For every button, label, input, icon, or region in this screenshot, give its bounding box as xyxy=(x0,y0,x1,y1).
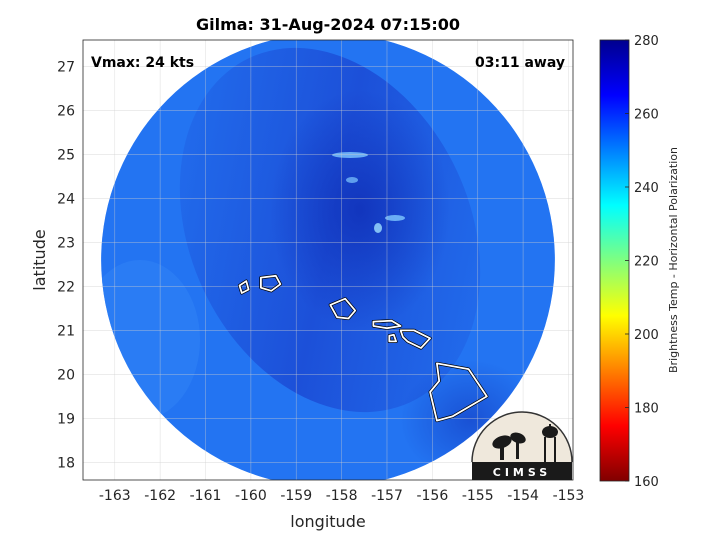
colorbar-tick-label: 220 xyxy=(634,255,659,270)
coastlines xyxy=(237,274,489,423)
cimss-logo: CIMSS xyxy=(471,411,573,480)
island-outline xyxy=(259,274,282,292)
x-tick-label: -159 xyxy=(280,488,312,504)
cloud-streak xyxy=(332,152,368,158)
island-outline xyxy=(329,297,357,320)
chart-title: Gilma: 31-Aug-2024 07:15:00 xyxy=(196,15,460,34)
island-outline xyxy=(399,329,432,349)
cloud-streak xyxy=(385,215,405,221)
island-outline xyxy=(238,280,250,294)
y-tick-label: 18 xyxy=(57,455,75,471)
colorbar-tick-label: 160 xyxy=(634,475,659,490)
time-away-label: 03:11 away xyxy=(475,55,565,71)
y-tick-label: 19 xyxy=(57,411,75,427)
cloud-streak xyxy=(346,177,358,183)
cold-core xyxy=(270,90,450,330)
x-tick-label: -158 xyxy=(326,488,358,504)
water-tower-icon xyxy=(542,424,558,462)
cloud-streak xyxy=(374,223,382,233)
y-tick-label: 27 xyxy=(57,59,75,75)
x-tick-label: -156 xyxy=(416,488,448,504)
colorbar-tick-label: 240 xyxy=(634,181,659,196)
colorbar-tick-label: 200 xyxy=(634,328,659,343)
x-axis-label: longitude xyxy=(290,512,365,531)
x-tick-labels: -163 -162 -161 -160 -159 -158 -157 -156 -155 -154… xyxy=(99,488,584,504)
island-outline xyxy=(388,333,398,343)
colorbar xyxy=(599,39,630,482)
y-tick-label: 21 xyxy=(57,323,75,339)
y-tick-label: 22 xyxy=(57,279,75,295)
island-outline xyxy=(429,362,488,422)
logo-banner xyxy=(472,462,572,480)
x-tick-label: -157 xyxy=(371,488,403,504)
y-tick-label: 25 xyxy=(57,147,75,163)
y-tick-label: 26 xyxy=(57,103,75,119)
x-tick-label: -160 xyxy=(235,488,267,504)
x-tick-label: -154 xyxy=(507,488,539,504)
logo-text: CIMSS xyxy=(493,466,551,479)
y-tick-label: 20 xyxy=(57,367,75,383)
colorbar-tick-label: 180 xyxy=(634,402,659,417)
axes-frame xyxy=(82,39,574,481)
x-tick-label: -155 xyxy=(462,488,494,504)
x-tick-label: -162 xyxy=(144,488,176,504)
x-tick-label: -161 xyxy=(190,488,222,504)
vmax-label: Vmax: 24 kts xyxy=(91,55,194,71)
colorbar-tick-label: 260 xyxy=(634,108,659,123)
y-axis-label: latitude xyxy=(30,229,49,290)
colorbar-tick-label: 280 xyxy=(634,34,659,49)
x-tick-label: -163 xyxy=(99,488,131,504)
colorbar-ticks: 160 180 200 220 240 260 280 xyxy=(625,34,659,490)
logo-arc xyxy=(471,411,573,463)
y-tick-label: 24 xyxy=(57,191,75,207)
x-tick-label: -153 xyxy=(553,488,585,504)
island-outline xyxy=(372,319,402,330)
colorbar-label: Brightness Temp - Horizontal Polarizatio… xyxy=(667,147,680,373)
y-tick-label: 23 xyxy=(57,235,75,251)
y-tick-labels: 18 19 20 21 22 23 24 25 26 27 xyxy=(57,59,75,471)
satellite-dish-icon xyxy=(492,432,526,460)
